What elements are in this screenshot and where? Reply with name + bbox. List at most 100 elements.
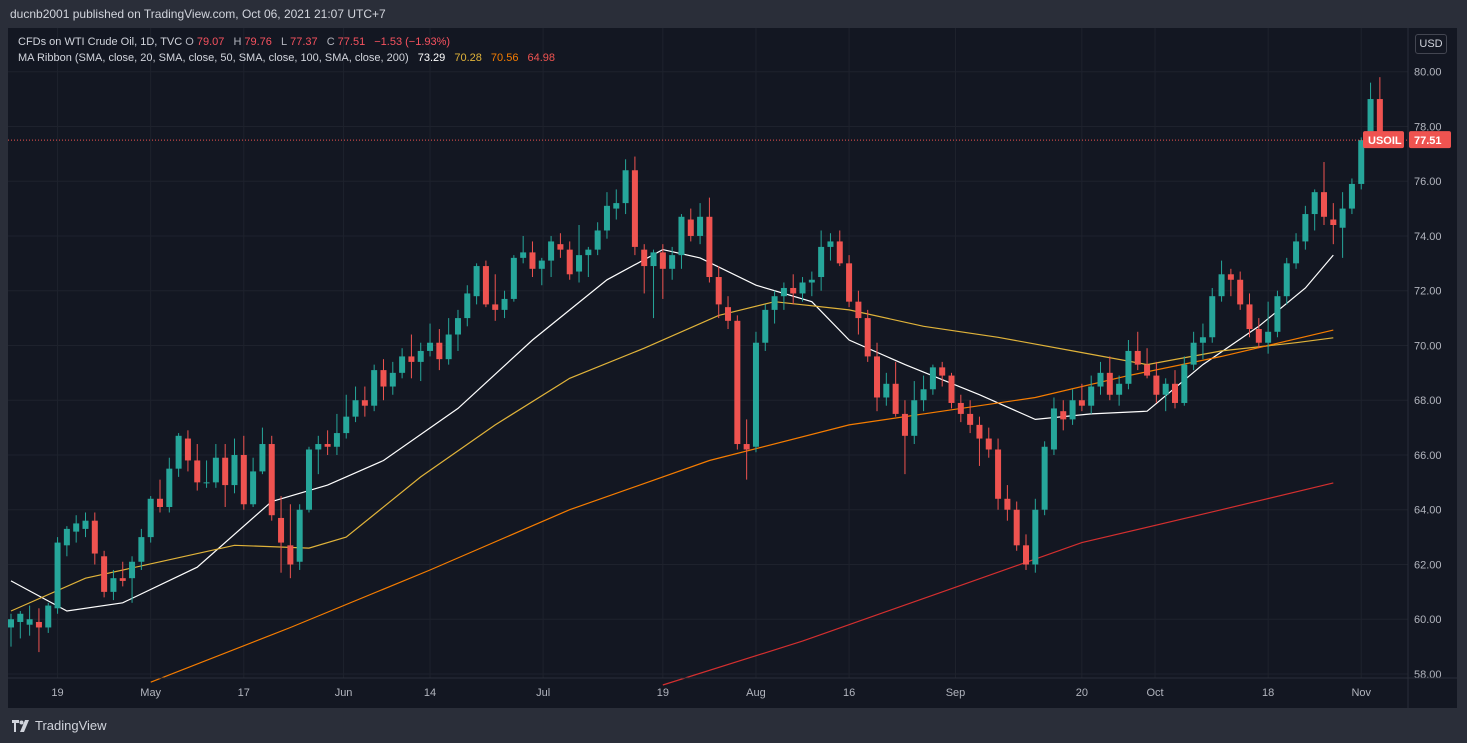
candle [790, 274, 797, 305]
candle-body [175, 435, 182, 469]
candle [864, 309, 871, 362]
candle-body [371, 370, 378, 406]
candle [780, 282, 787, 310]
candle-body [669, 255, 676, 269]
candle [203, 460, 210, 488]
candle-body [976, 424, 983, 439]
time-tick-label: Jun [335, 687, 353, 699]
candle-body [203, 482, 210, 484]
candle [752, 331, 759, 453]
candle [445, 318, 452, 365]
candle [1255, 318, 1262, 349]
candle-body [26, 619, 33, 625]
candle [538, 257, 545, 286]
candle [110, 569, 117, 601]
candle [1330, 203, 1337, 245]
candle-body [911, 400, 918, 436]
candle-body [250, 471, 257, 505]
price-tag: USOIL 77.51 [1363, 131, 1451, 149]
candle-body [1227, 274, 1234, 280]
candle [156, 479, 163, 513]
currency-button[interactable]: USD [1415, 34, 1447, 54]
candle-body [883, 383, 890, 398]
candle-body [333, 433, 340, 447]
candle-body [864, 318, 871, 357]
tradingview-logo-icon [12, 719, 29, 732]
candle-body [613, 203, 620, 209]
candle-body [576, 255, 583, 272]
candle [1237, 271, 1244, 310]
chart-svg[interactable]: 58.00 60.00 62.00 64.00 66.00 68.00 70.00 72.00… [8, 28, 1457, 708]
candle-body [706, 216, 713, 278]
candle [1069, 389, 1076, 425]
candle [427, 323, 434, 357]
candle [976, 416, 983, 466]
time-tick-label: Nov [1351, 687, 1371, 699]
candle-body [1348, 183, 1355, 209]
candle [35, 608, 42, 653]
candle-body [631, 170, 638, 247]
candle [287, 504, 294, 579]
candle [576, 225, 583, 283]
candle [212, 444, 219, 488]
candle [957, 394, 964, 423]
candle-body [566, 249, 573, 275]
candle-body [1190, 342, 1197, 365]
candle-body [1209, 296, 1216, 338]
candle [166, 457, 173, 513]
candle-body [361, 400, 368, 406]
candle-body [129, 561, 136, 579]
candle [119, 561, 126, 587]
instrument-label[interactable]: CFDs on WTI Crude Oil, 1D, TVC [18, 36, 183, 48]
candle [1246, 293, 1253, 338]
price-axis: 58.00 60.00 62.00 64.00 66.00 68.00 70.00 72.00… [1407, 28, 1442, 708]
candle [1125, 339, 1132, 390]
candle-body [324, 444, 331, 447]
candle-body [743, 444, 750, 450]
candle [1116, 375, 1123, 406]
candle [231, 438, 238, 494]
candle-body [1283, 263, 1290, 297]
candle [1320, 162, 1327, 226]
time-tick-label: Aug [746, 687, 766, 699]
candle-body [585, 249, 592, 256]
candle-body [818, 246, 825, 278]
low-value: 77.37 [290, 36, 318, 48]
candle [603, 192, 610, 239]
candle [1227, 268, 1234, 297]
candle-body [603, 205, 610, 231]
candle-body [715, 277, 722, 305]
candle-body [1330, 219, 1337, 226]
tradingview-brand[interactable]: TradingView [12, 718, 107, 733]
candle [1348, 178, 1355, 215]
candle-body [892, 383, 899, 414]
chart-pane[interactable]: 58.00 60.00 62.00 64.00 66.00 68.00 70.00 72.00… [8, 28, 1457, 708]
candle-body [967, 413, 974, 425]
candle-body [548, 241, 555, 261]
candle [911, 381, 918, 445]
candle [278, 496, 285, 573]
candle [855, 290, 862, 335]
candle [631, 156, 638, 256]
candle-body [399, 356, 406, 373]
candle-body [166, 468, 173, 507]
candle-body [529, 252, 536, 269]
price-tick-label: 76.00 [1414, 176, 1442, 188]
candle [101, 550, 108, 598]
candle [315, 435, 322, 475]
candle-body [138, 537, 145, 562]
candle [324, 430, 331, 455]
candle-body [156, 498, 163, 507]
candle-body [995, 449, 1002, 499]
candle [734, 315, 741, 450]
candle [762, 304, 769, 351]
candle-body [1367, 99, 1374, 141]
candle [1088, 375, 1095, 414]
candle [73, 515, 80, 543]
candle [343, 394, 350, 439]
candle [1023, 534, 1030, 570]
candle [808, 271, 815, 297]
ma-ribbon-label[interactable]: MA Ribbon (SMA, close, 20, SMA, close, 5… [18, 52, 409, 64]
candle [622, 159, 629, 215]
